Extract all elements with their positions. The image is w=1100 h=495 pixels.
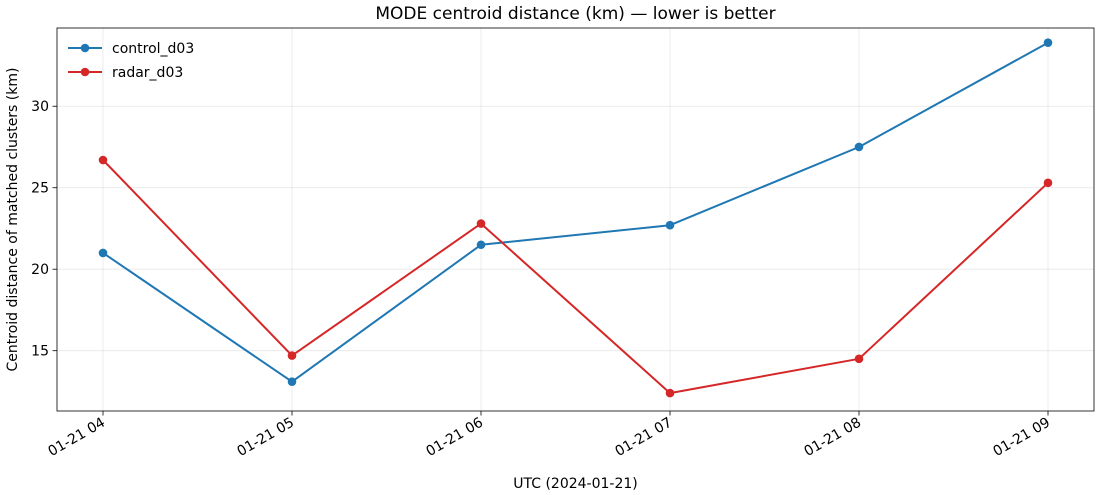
y-tick-label: 30 (31, 99, 49, 115)
x-tick-label: 01-21 05 (234, 415, 297, 460)
data-point-radar-d03 (854, 354, 864, 364)
legend-marker-radar-d03 (80, 67, 90, 77)
legend-label-radar-d03: radar_d03 (112, 65, 183, 81)
series-line-radar-d03 (102, 159, 1049, 395)
data-point-radar-d03 (287, 351, 297, 360)
x-tick-label: 01-21 04 (45, 415, 108, 460)
grid-lines (57, 28, 1094, 411)
y-tick-label: 20 (31, 262, 49, 278)
y-tick-label: 25 (31, 181, 49, 197)
x-tick-label: 01-21 09 (990, 415, 1053, 460)
series-layer (98, 38, 1053, 398)
x-tick-label: 01-21 07 (612, 415, 675, 460)
data-point-radar-d03 (665, 388, 675, 398)
series-line-control-d03 (102, 41, 1049, 383)
data-point-control-d03 (98, 248, 108, 258)
legend-marker-control-d03 (80, 43, 90, 53)
data-point-control-d03 (665, 220, 675, 230)
axes-frame (56, 27, 1095, 412)
data-point-radar-d03 (98, 155, 108, 165)
y-tick-label: 15 (31, 344, 49, 360)
chart-title: MODE centroid distance (km) — lower is b… (375, 4, 775, 24)
x-axis: 01-21 04 01-21 05 01-21 06 01-21 07 01-21 08… (45, 411, 1053, 460)
data-point-radar-d03 (476, 219, 486, 228)
legend-label-control-d03: control_d03 (112, 41, 194, 57)
data-point-control-d03 (476, 240, 486, 250)
y-axis-label: Centroid distance of matched clusters (k… (5, 68, 21, 372)
data-point-control-d03 (287, 377, 297, 386)
data-point-control-d03 (1043, 38, 1053, 47)
legend: control_d03 radar_d03 (68, 41, 194, 81)
data-point-radar-d03 (1043, 178, 1053, 188)
data-point-control-d03 (854, 142, 864, 152)
x-axis-label: UTC (2024-01-21) (513, 476, 638, 492)
x-tick-label: 01-21 08 (801, 415, 864, 460)
x-tick-label: 01-21 06 (423, 415, 486, 460)
y-axis: 15 20 25 30 (31, 99, 57, 360)
